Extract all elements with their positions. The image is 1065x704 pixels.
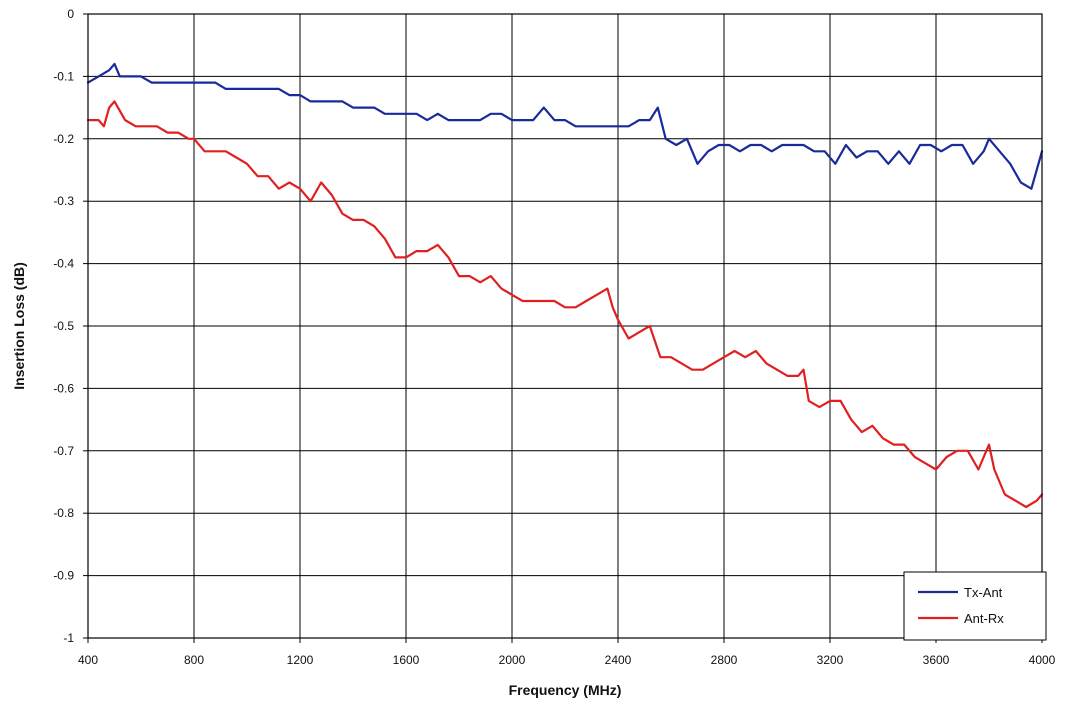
x-tick-label: 400: [78, 653, 98, 667]
x-tick-label: 3600: [923, 653, 950, 667]
x-tick-label: 2800: [711, 653, 738, 667]
y-axis-title: Insertion Loss (dB): [11, 262, 27, 390]
x-tick-label: 3200: [817, 653, 844, 667]
y-tick-label: -0.1: [53, 69, 74, 83]
series-line-tx-ant: [86, 62, 1044, 190]
y-tick-label: -0.7: [53, 444, 74, 458]
y-tick-label: -0.5: [53, 319, 74, 333]
x-tick-label: 1200: [287, 653, 314, 667]
x-tick-label: 2400: [605, 653, 632, 667]
legend: Tx-Ant Ant-Rx: [903, 571, 1047, 641]
y-tick-label: -0.2: [53, 132, 74, 146]
legend-label-tx-ant: Tx-Ant: [964, 585, 1003, 600]
x-tick-label: 800: [184, 653, 204, 667]
y-tick-label: -0.4: [53, 257, 74, 271]
x-tick-label: 1600: [393, 653, 420, 667]
x-axis-title: Frequency (MHz): [509, 682, 622, 698]
series-line-ant-rx: [86, 100, 1044, 509]
y-axis-ticks: 0 -0.1 -0.2 -0.3 -0.4 -0.5 -0.6 -0.7 -0.8 -0.9 -1: [53, 7, 88, 645]
legend-box: [903, 571, 1047, 641]
y-tick-label: 0: [67, 7, 74, 21]
y-tick-label: -0.3: [53, 194, 74, 208]
x-tick-label: 4000: [1029, 653, 1056, 667]
y-tick-label: -0.9: [53, 569, 74, 583]
x-tick-label: 2000: [499, 653, 526, 667]
x-axis-ticks: 400 800 1200 1600 2000 2400 2800 3200 3600 4000: [78, 638, 1056, 667]
y-tick-label: -1: [63, 631, 74, 645]
legend-label-ant-rx: Ant-Rx: [964, 611, 1004, 626]
y-tick-label: -0.8: [53, 506, 74, 520]
series-layer: [86, 62, 1044, 509]
y-tick-label: -0.6: [53, 381, 74, 395]
